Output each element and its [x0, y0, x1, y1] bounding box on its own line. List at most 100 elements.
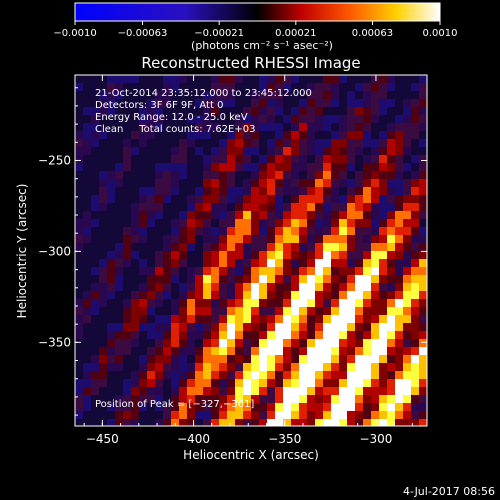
heatmap-cell — [123, 155, 132, 164]
heatmap-cell — [219, 243, 228, 252]
heatmap-cell — [371, 299, 380, 308]
heatmap-cell — [163, 355, 172, 364]
heatmap-cell — [115, 411, 124, 420]
heatmap-cell — [235, 147, 244, 156]
heatmap-cell — [339, 251, 348, 260]
heatmap-cell — [203, 251, 212, 260]
heatmap-cell — [283, 99, 292, 108]
heatmap-cell — [395, 379, 404, 388]
heatmap-cell — [243, 323, 252, 332]
heatmap-cell — [379, 163, 388, 172]
x-tick-label: −450 — [86, 432, 119, 446]
heatmap-cell — [339, 219, 348, 228]
heatmap-cell — [283, 379, 292, 388]
heatmap-cell — [115, 99, 124, 108]
heatmap-cell — [139, 347, 148, 356]
heatmap-cell — [259, 243, 268, 252]
heatmap-cell — [163, 363, 172, 372]
heatmap-cell — [147, 291, 156, 300]
heatmap-cell — [259, 387, 268, 396]
heatmap-cell — [179, 99, 188, 108]
y-tick-label: −250 — [38, 153, 71, 167]
heatmap-cell — [355, 155, 364, 164]
heatmap-cell — [339, 339, 348, 348]
heatmap-cell — [347, 363, 356, 372]
heatmap-cell — [75, 163, 84, 172]
heatmap-cell — [323, 403, 332, 412]
heatmap-cell — [283, 147, 292, 156]
heatmap-cell — [227, 147, 236, 156]
y-axis-label: Heliocentric Y (arcsec) — [15, 184, 29, 319]
heatmap-cell — [75, 291, 84, 300]
heatmap-cell — [275, 275, 284, 284]
heatmap-cell — [259, 179, 268, 188]
heatmap-cell — [379, 275, 388, 284]
heatmap-cell — [195, 419, 204, 426]
heatmap-cell — [75, 307, 84, 316]
heatmap-cell — [403, 91, 412, 100]
heatmap-cell — [283, 75, 292, 84]
heatmap-cell — [83, 91, 92, 100]
heatmap-cell — [379, 115, 388, 124]
heatmap-cell — [371, 179, 380, 188]
heatmap-cell — [243, 307, 252, 316]
heatmap-cell — [411, 339, 420, 348]
heatmap-cell — [371, 275, 380, 284]
heatmap-cell — [99, 195, 108, 204]
heatmap-cell — [171, 259, 180, 268]
heatmap-cell — [235, 171, 244, 180]
heatmap-cell — [291, 147, 300, 156]
heatmap-cell — [163, 331, 172, 340]
heatmap-cell — [107, 139, 116, 148]
annotation-energy-range: Energy Range: 12.0 - 25.0 keV — [95, 112, 248, 123]
heatmap-cell — [139, 147, 148, 156]
heatmap-cell — [387, 291, 396, 300]
heatmap-cell — [147, 259, 156, 268]
heatmap-cell — [419, 123, 427, 132]
heatmap-cell — [235, 419, 244, 426]
heatmap-cell — [251, 267, 260, 276]
heatmap-cell — [91, 147, 100, 156]
heatmap-cell — [219, 267, 228, 276]
heatmap-cell — [227, 299, 236, 308]
heatmap-cell — [83, 371, 92, 380]
heatmap-cell — [219, 139, 228, 148]
heatmap-cell — [235, 291, 244, 300]
heatmap-cell — [179, 123, 188, 132]
heatmap-cell — [355, 219, 364, 228]
heatmap-cell — [395, 387, 404, 396]
heatmap-cell — [139, 203, 148, 212]
heatmap-cell — [251, 219, 260, 228]
heatmap-cell — [139, 171, 148, 180]
heatmap-cell — [91, 235, 100, 244]
heatmap-cell — [83, 139, 92, 148]
heatmap-cell — [307, 299, 316, 308]
heatmap-cell — [227, 171, 236, 180]
heatmap-cell — [323, 203, 332, 212]
heatmap-cell — [155, 379, 164, 388]
heatmap-cell — [155, 419, 164, 426]
heatmap-cell — [99, 187, 108, 196]
heatmap-cell — [243, 355, 252, 364]
heatmap-cell — [403, 243, 412, 252]
heatmap-cell — [211, 347, 220, 356]
heatmap-cell — [275, 83, 284, 92]
heatmap-cell — [219, 123, 228, 132]
heatmap-cell — [75, 75, 84, 84]
heatmap-cell — [203, 395, 212, 404]
heatmap-cell — [283, 363, 292, 372]
heatmap-cell — [339, 139, 348, 148]
heatmap-cell — [83, 243, 92, 252]
heatmap-cell — [371, 163, 380, 172]
heatmap-cell — [379, 355, 388, 364]
heatmap-cell — [251, 299, 260, 308]
heatmap-cell — [275, 291, 284, 300]
heatmap-cell — [387, 203, 396, 212]
heatmap-cell — [235, 243, 244, 252]
heatmap-cell — [115, 107, 124, 116]
heatmap-cell — [403, 395, 412, 404]
heatmap-cell — [283, 203, 292, 212]
heatmap-cell — [259, 347, 268, 356]
heatmap-cell — [299, 163, 308, 172]
heatmap-cell — [251, 235, 260, 244]
